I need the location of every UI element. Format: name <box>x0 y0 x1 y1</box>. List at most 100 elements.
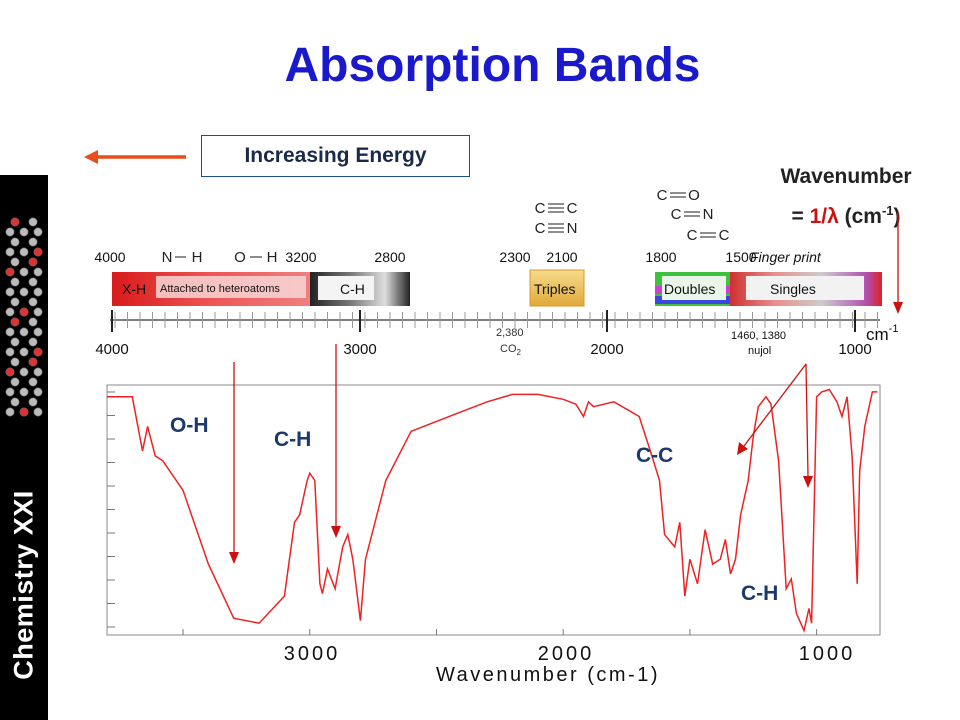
region-label-ch: C-H <box>340 281 365 297</box>
wavenumber-line2: = 1/λ (cm-1) <box>791 203 901 228</box>
nujol-name: nujol <box>748 345 771 357</box>
arrow-ch-1 <box>331 344 341 538</box>
region-label-doubles: Doubles <box>664 281 715 297</box>
molecule-atom <box>33 267 43 277</box>
molecule-atom <box>5 247 15 257</box>
molecule-atom <box>5 327 15 337</box>
molecule-atom <box>5 347 15 357</box>
molecule-atom <box>28 357 38 367</box>
molecule-atom <box>33 407 43 417</box>
atom-c: C <box>657 187 668 204</box>
molecule-atom <box>10 257 20 267</box>
molecule-atom <box>5 267 15 277</box>
molecule-atom <box>5 227 15 237</box>
molecule-atom <box>19 307 29 317</box>
wavenumber-label: Wavenumber = 1/λ (cm-1) <box>760 160 932 234</box>
wavenumber-line1: Wavenumber <box>780 165 912 188</box>
molecule-atom <box>33 287 43 297</box>
molecule-atom <box>28 277 38 287</box>
region-heteroatoms-box <box>156 276 306 298</box>
top-tick-1500: 1500 <box>725 249 756 265</box>
molecule-atom <box>19 247 29 257</box>
band-regions: X-H Attached to heteroatoms C-H Triples … <box>112 249 882 307</box>
bottom-tick-1000: 1000 <box>838 341 871 358</box>
increasing-energy-label: Increasing Energy <box>201 135 470 177</box>
region-label-heteroatoms: Attached to heteroatoms <box>160 283 280 295</box>
annotation-cc: C-C <box>636 444 673 467</box>
atom-c: C <box>719 227 730 244</box>
top-tick-4000: 4000 <box>94 249 125 265</box>
molecule-atom <box>10 397 20 407</box>
bottom-tick-labels: 4000 3000 2000 1000 <box>95 310 872 358</box>
molecule-atom <box>19 327 29 337</box>
molecule-atom <box>10 337 20 347</box>
region-label-triples: Triples <box>534 281 576 297</box>
band-annotations: O-H C-H C-C C-H <box>170 212 903 605</box>
molecule-atom <box>33 387 43 397</box>
spectrum-left-ticks <box>107 391 115 628</box>
atom-n: N <box>567 220 578 237</box>
molecule-atom <box>5 287 15 297</box>
page-title: Absorption Bands <box>284 39 701 92</box>
molecule-atom <box>5 387 15 397</box>
co2-value: 2,380 <box>496 327 524 339</box>
molecule-atom <box>33 367 43 377</box>
molecule-atom <box>28 237 38 247</box>
sidebar-band <box>0 175 48 720</box>
arrow-nujol-a <box>737 363 807 455</box>
molecule-atom <box>19 387 29 397</box>
wavenumber-formula: 1/λ <box>809 205 839 228</box>
nujol-value: 1460, 1380 <box>731 330 786 342</box>
molecule-atom <box>28 397 38 407</box>
arrow-nujol-b <box>803 363 813 488</box>
bottom-tick-2000: 2000 <box>590 341 623 358</box>
arrow-wavenumber <box>893 212 903 314</box>
molecule-atom <box>10 317 20 327</box>
arrow-left-icon <box>84 150 186 164</box>
arrow-oh <box>229 362 239 564</box>
molecule-atom <box>19 267 29 277</box>
bottom-tick-3000: 3000 <box>343 341 376 358</box>
molecule-atom <box>28 257 38 267</box>
annotation-ch-2: C-H <box>741 582 778 605</box>
molecule-atom <box>33 347 43 357</box>
atom-n: N <box>703 206 714 223</box>
molecule-atom <box>33 327 43 337</box>
molecule-atom <box>28 377 38 387</box>
bond-sketches: N H O HC CC NC OC NC C <box>162 187 730 266</box>
annotation-ch-1: C-H <box>274 428 311 451</box>
top-tick-1800: 1800 <box>645 249 676 265</box>
region-singles-box <box>746 276 864 300</box>
molecule-chain-icon <box>5 217 43 417</box>
atom-c: C <box>535 220 546 237</box>
molecule-atom <box>33 227 43 237</box>
molecule-atom <box>5 407 15 417</box>
atom-c: C <box>671 206 682 223</box>
molecule-atom <box>10 377 20 387</box>
molecule-atom <box>10 217 20 227</box>
molecule-atom <box>10 297 20 307</box>
molecule-atom <box>19 407 29 417</box>
top-tick-2100: 2100 <box>546 249 577 265</box>
atom-c: C <box>567 200 578 217</box>
atom-c: C <box>687 227 698 244</box>
spectrum-series-line <box>107 388 878 633</box>
spectrum-tick-2000: 2000 <box>538 643 595 665</box>
molecule-atom <box>28 297 38 307</box>
molecule-atom <box>33 307 43 317</box>
atom-h: H <box>192 249 203 266</box>
top-tick-labels: 4000 3200 2800 2300 2100 1800 1500 <box>94 249 756 265</box>
molecule-atom <box>28 337 38 347</box>
atom-n: N <box>162 249 173 266</box>
atom-o: O <box>234 249 246 266</box>
molecule-atom <box>5 307 15 317</box>
band-axis-unit: cm-1 <box>866 323 898 344</box>
spectrum-xlabel: Wavenumber (cm-1) <box>436 664 660 686</box>
spectrum-tick-3000: 3000 <box>284 643 341 665</box>
region-doubles-box <box>662 276 726 300</box>
molecule-atom <box>10 237 20 247</box>
region-triples-bar <box>529 269 585 307</box>
ir-spectrum: 3000 2000 1000 Wavenumber (cm-1) <box>106 384 881 686</box>
molecule-atom <box>19 347 29 357</box>
